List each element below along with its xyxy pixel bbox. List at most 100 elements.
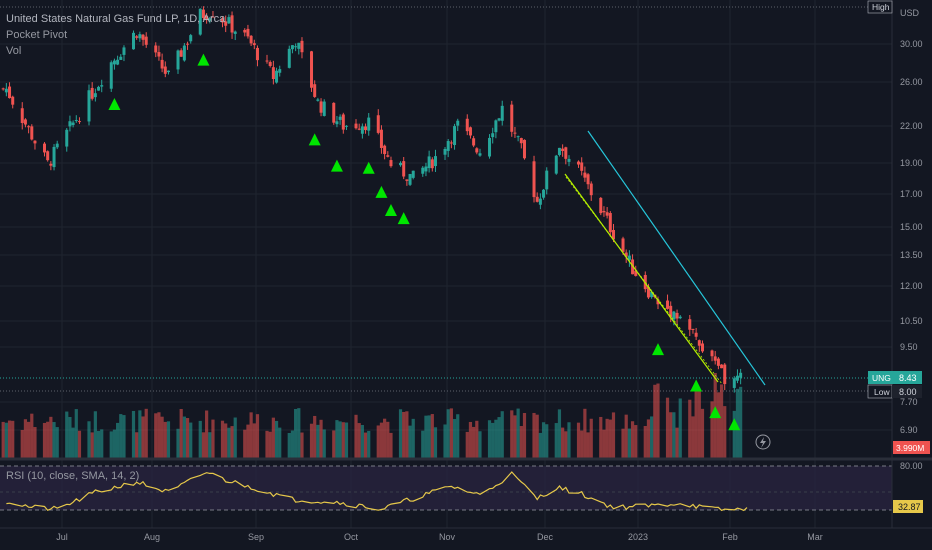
volume-bar <box>532 412 536 458</box>
volume-bar <box>7 420 12 458</box>
volume-bar <box>367 430 371 458</box>
candle-body <box>116 59 120 65</box>
time-tick: Feb <box>722 532 738 542</box>
volume-bar <box>211 419 215 458</box>
candle <box>319 98 323 117</box>
volume-bar <box>157 412 161 458</box>
candle-body <box>497 118 501 121</box>
volume-bar <box>608 419 612 458</box>
volume-bar <box>344 422 349 458</box>
candle-body <box>732 378 736 388</box>
candle-body <box>646 287 650 298</box>
candle-body <box>453 126 457 146</box>
volume-bars <box>1 372 743 458</box>
candle <box>675 309 679 325</box>
volume-bar <box>500 411 504 458</box>
candle-body <box>360 126 364 134</box>
candle <box>52 144 56 171</box>
candle <box>472 135 476 148</box>
candle-body <box>255 47 259 61</box>
candle-body <box>367 117 371 131</box>
volume-bar <box>4 422 8 458</box>
candle <box>545 167 549 195</box>
pocket-pivot-marker <box>308 133 321 146</box>
candle <box>411 170 415 180</box>
volume-bar <box>452 419 457 458</box>
candle-body <box>608 213 612 233</box>
candle-body <box>666 300 670 309</box>
candle <box>538 193 542 210</box>
candle-body <box>627 255 631 261</box>
volume-bar <box>732 410 736 458</box>
price-tick: 26.00 <box>900 77 923 87</box>
candle <box>430 157 434 172</box>
candle-body <box>77 121 81 123</box>
volume-bar <box>398 409 403 458</box>
volume-bar <box>656 383 660 458</box>
trend-line[interactable] <box>564 173 719 383</box>
volume-bar <box>166 421 171 458</box>
volume-legend[interactable]: Vol <box>6 45 21 57</box>
candle-body <box>287 48 291 68</box>
pocket-pivot-marker <box>384 203 397 216</box>
candle-body <box>735 375 739 381</box>
volume-bar <box>516 408 520 458</box>
volume-bar <box>643 426 647 458</box>
candle <box>268 60 272 68</box>
candle-body <box>564 147 568 159</box>
candle-body <box>446 141 450 151</box>
candle <box>446 138 450 158</box>
flash-icon[interactable] <box>755 434 771 450</box>
volume-bar <box>446 409 450 458</box>
volume-bar <box>27 421 31 458</box>
candle <box>300 37 304 59</box>
volume-bar <box>513 415 517 458</box>
volume-bar <box>265 430 269 458</box>
volume-bar <box>55 427 59 458</box>
time-axis[interactable]: Jul Aug Sep Oct Nov Dec 2023 Feb Mar <box>56 532 823 542</box>
channel-upper-line[interactable] <box>587 130 766 386</box>
volume-bar <box>376 425 380 458</box>
volume-bar <box>313 415 317 458</box>
candle <box>360 123 364 139</box>
high-badge <box>867 0 893 14</box>
pocket-pivot-marker <box>651 343 664 356</box>
instrument-legend[interactable]: United States Natural Gas Fund LP, 1D, A… <box>6 13 225 25</box>
candle-body <box>472 138 476 146</box>
candle <box>500 100 504 126</box>
candle <box>713 351 717 365</box>
volume-bar <box>287 432 291 458</box>
candle <box>621 236 625 255</box>
study-legend[interactable]: Pocket Pivot <box>6 29 67 41</box>
volume-bar <box>93 411 97 458</box>
vertical-grid <box>61 0 816 528</box>
volume-bar <box>90 432 94 458</box>
candle-body <box>65 129 69 147</box>
candle <box>478 148 482 157</box>
candle <box>116 55 120 66</box>
rsi-legend[interactable]: RSI (10, close, SMA, 14, 2) <box>6 470 139 482</box>
candles <box>1 6 743 393</box>
price-tick: 17.00 <box>900 189 923 199</box>
volume-bar <box>220 420 225 458</box>
volume-bar <box>522 413 527 458</box>
volume-bar <box>322 429 326 458</box>
ung-price-value: 8.43 <box>899 373 917 383</box>
rsi-value-badge <box>893 500 923 513</box>
volume-bar <box>402 411 406 458</box>
price-axis[interactable]: USD 30.00 26.00 22.00 19.00 17.00 15.00 … <box>900 8 923 435</box>
candle-body <box>599 197 603 214</box>
candle-body <box>166 70 170 73</box>
volume-bar <box>535 414 539 458</box>
candle-body <box>672 311 676 320</box>
candle <box>354 119 358 130</box>
candle-body <box>468 127 472 136</box>
candle-body <box>189 35 193 42</box>
candle <box>341 112 345 134</box>
candle <box>294 43 298 52</box>
candle-body <box>310 51 314 88</box>
candle <box>221 16 225 28</box>
candle-body <box>513 132 517 134</box>
candle-body <box>179 50 183 57</box>
